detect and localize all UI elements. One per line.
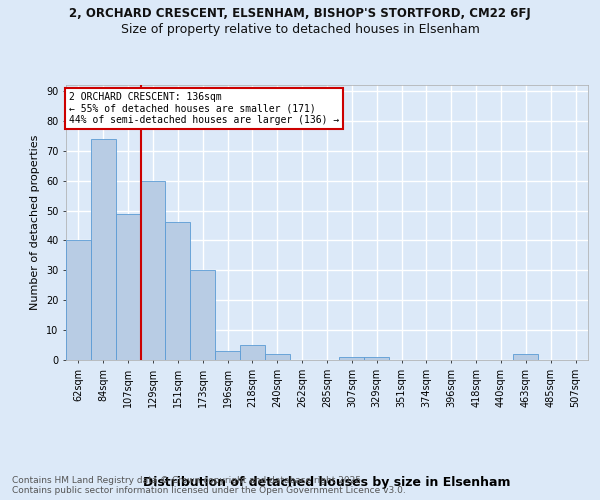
Bar: [514, 354, 538, 360]
Y-axis label: Number of detached properties: Number of detached properties: [31, 135, 40, 310]
X-axis label: Distribution of detached houses by size in Elsenham: Distribution of detached houses by size …: [143, 476, 511, 490]
Text: Contains HM Land Registry data © Crown copyright and database right 2025.
Contai: Contains HM Land Registry data © Crown c…: [12, 476, 406, 495]
Bar: [240, 345, 265, 360]
Bar: [215, 351, 240, 360]
Bar: [91, 139, 116, 360]
Bar: [140, 180, 166, 360]
Text: 2 ORCHARD CRESCENT: 136sqm
← 55% of detached houses are smaller (171)
44% of sem: 2 ORCHARD CRESCENT: 136sqm ← 55% of deta…: [68, 92, 339, 125]
Bar: [66, 240, 91, 360]
Bar: [166, 222, 190, 360]
Bar: [265, 354, 290, 360]
Bar: [364, 357, 389, 360]
Bar: [340, 357, 364, 360]
Text: Size of property relative to detached houses in Elsenham: Size of property relative to detached ho…: [121, 22, 479, 36]
Bar: [190, 270, 215, 360]
Text: 2, ORCHARD CRESCENT, ELSENHAM, BISHOP'S STORTFORD, CM22 6FJ: 2, ORCHARD CRESCENT, ELSENHAM, BISHOP'S …: [69, 8, 531, 20]
Bar: [116, 214, 140, 360]
